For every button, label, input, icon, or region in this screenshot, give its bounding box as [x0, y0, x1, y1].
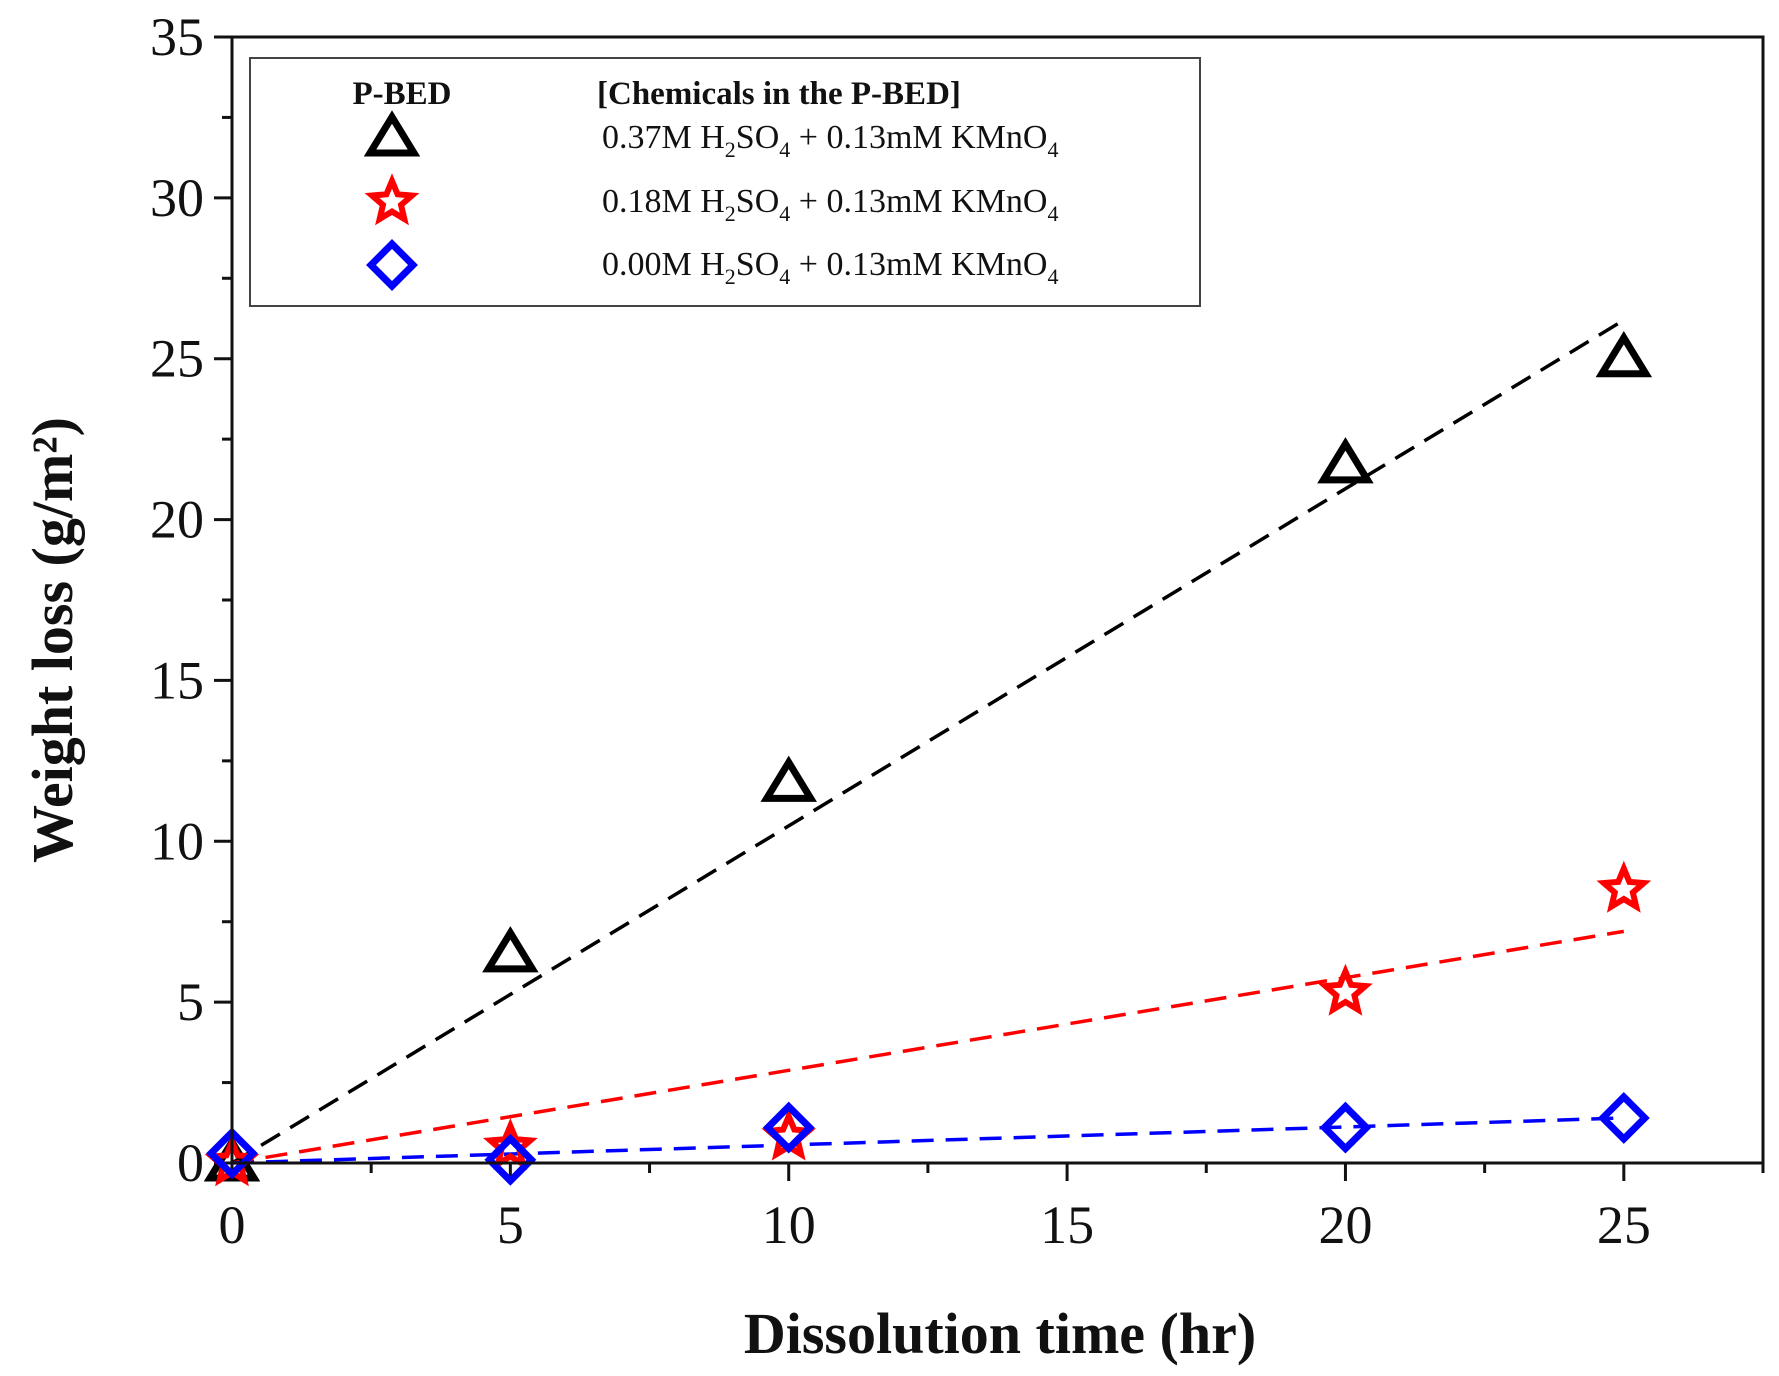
y-tick-label: 5	[177, 972, 204, 1032]
data-point-diamond	[484, 1133, 537, 1186]
x-tick-label: 10	[762, 1195, 816, 1255]
y-tick-label: 35	[150, 7, 204, 67]
data-point-star	[1318, 963, 1373, 1016]
y-tick-label: 30	[150, 168, 204, 228]
y-tick-label: 10	[150, 811, 204, 871]
data-point-triangle	[1595, 331, 1653, 378]
legend-marker-star	[364, 173, 420, 226]
fit-lines	[231, 318, 1625, 1165]
x-tick-label: 25	[1597, 1195, 1651, 1255]
y-tick-label: 0	[177, 1133, 204, 1193]
data-point-star	[483, 1118, 538, 1171]
legend-label: 0.00M H2SO4 + 0.13mM KMnO4	[602, 246, 1058, 289]
y-tick-label: 20	[150, 490, 204, 550]
legend: P-BED [Chemicals in the P-BED] 0.37M H2S…	[249, 57, 1201, 307]
y-tick-label: 15	[150, 650, 204, 710]
x-tick-label: 15	[1040, 1195, 1094, 1255]
legend-entries: 0.37M H2SO4 + 0.13mM KMnO4 0.18M H2SO4 + …	[363, 110, 1058, 291]
x-tick-label: 5	[497, 1195, 524, 1255]
data-point-triangle	[482, 926, 539, 973]
fit-line-star	[231, 929, 1625, 1165]
data-point-star	[1596, 860, 1652, 913]
legend-header-text: [Chemicals in the P-BED]	[597, 76, 961, 112]
x-tick-label: 0	[219, 1195, 246, 1255]
legend-label: 0.37M H2SO4 + 0.13mM KMnO4	[602, 119, 1058, 162]
y-axis-title: Weight loss (g/m²)	[20, 417, 85, 863]
axis-ticks: 0 5 10 15 20 25 0 5 10 15 20 25 30 35	[150, 7, 1765, 1255]
data-point-triangle	[1317, 437, 1374, 484]
x-tick-label: 20	[1318, 1195, 1372, 1255]
x-axis-title: Dissolution time (hr)	[744, 1301, 1256, 1366]
data-point-triangle	[760, 755, 817, 802]
data-point-diamond	[1319, 1101, 1372, 1154]
plot-frame	[230, 35, 1765, 1165]
legend-marker-diamond	[366, 239, 418, 291]
fit-line-triangle	[231, 318, 1625, 1165]
legend-header-symbol: P-BED	[353, 76, 452, 112]
legend-label: 0.18M H2SO4 + 0.13mM KMnO4	[602, 183, 1058, 226]
data-point-diamond	[206, 1127, 258, 1180]
data-point-diamond	[1597, 1092, 1650, 1144]
fit-line-diamond	[231, 1116, 1624, 1165]
data-markers	[203, 331, 1653, 1187]
y-tick-label: 25	[150, 329, 204, 389]
legend-marker-triangle	[363, 110, 421, 157]
data-point-diamond	[762, 1101, 815, 1154]
